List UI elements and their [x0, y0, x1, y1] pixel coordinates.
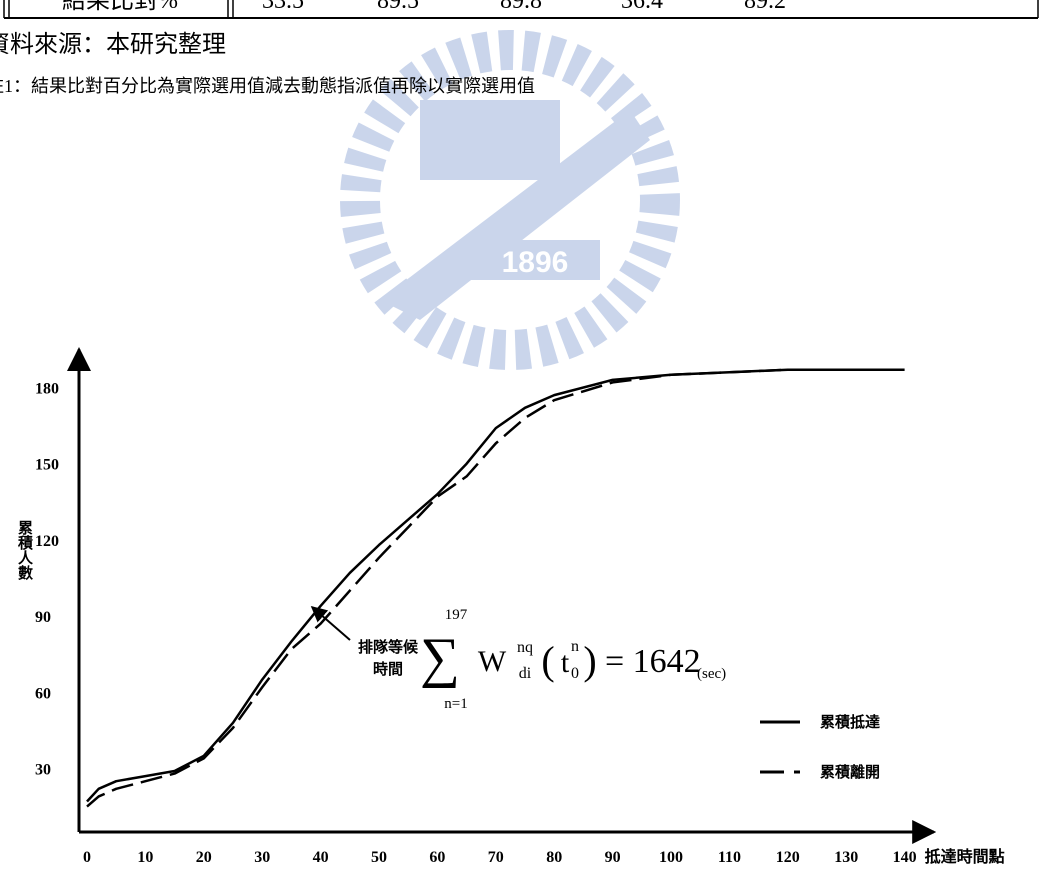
y-axis-label: 累積人數 [16, 520, 34, 581]
legend-label: 累積離開 [820, 763, 880, 781]
y-tick-label: 120 [35, 533, 59, 550]
formula-part: W [478, 645, 507, 678]
formula-part: ( [541, 638, 554, 683]
formula-part: t [561, 646, 570, 679]
table-cell: 89.8 [500, 0, 542, 14]
series-line [87, 370, 905, 802]
x-tick-label: 120 [776, 849, 800, 866]
table-cell: 89.2 [744, 0, 786, 14]
x-tick-label: 20 [196, 849, 212, 866]
y-tick-label: 60 [35, 685, 51, 702]
table-cell: 36.4 [621, 0, 663, 14]
x-tick-label: 70 [488, 849, 504, 866]
x-tick-label: 0 [83, 849, 91, 866]
y-tick-label: 30 [35, 762, 51, 779]
page: 1896 資料來源：本研究整理 註1：結果比對百分比為實際選用值減去動態指派值再… [0, 0, 1039, 870]
formula-part: n [571, 638, 579, 655]
formula-part: (sec) [697, 666, 726, 682]
annotation-arrow [312, 607, 350, 640]
formula-part: = 1642 [605, 643, 701, 680]
x-tick-label: 10 [137, 849, 153, 866]
note-text: 註1：結果比對百分比為實際選用值減去動態指派值再除以實際選用值 [0, 76, 535, 96]
table-cell: 結果比對% [62, 0, 178, 14]
x-tick-label: 90 [605, 849, 621, 866]
watermark-text: 1896 [502, 246, 569, 279]
annotation-text: 時間 [373, 660, 403, 678]
x-tick-label: 100 [659, 849, 683, 866]
table-cell: 33.5 [262, 0, 304, 14]
x-tick-label: 50 [371, 849, 387, 866]
annotation-text: 排隊等候 [358, 638, 419, 656]
y-tick-label: 180 [35, 381, 59, 398]
series-line [87, 370, 905, 807]
x-tick-label: 140 [893, 849, 917, 866]
x-tick-label: 40 [313, 849, 329, 866]
legend-label: 累積抵達 [820, 713, 880, 731]
x-tick-label: 80 [546, 849, 562, 866]
x-tick-label: 130 [834, 849, 858, 866]
formula-part: ∑ [420, 627, 460, 689]
formula-part: ) [583, 638, 596, 683]
formula-part: nq [517, 639, 533, 656]
x-tick-label: 60 [429, 849, 445, 866]
formula-part: di [519, 665, 532, 682]
source-text: 資料來源：本研究整理 [0, 31, 226, 58]
table-cell: 89.5 [377, 0, 419, 14]
formula-part: 0 [571, 665, 579, 682]
formula-part: 197 [445, 607, 468, 623]
x-tick-label: 30 [254, 849, 270, 866]
x-tick-label: 110 [718, 849, 741, 866]
y-tick-label: 150 [35, 457, 59, 474]
formula-part: n=1 [444, 696, 467, 712]
x-axis-label: 抵達時間點 [925, 847, 1005, 866]
y-tick-label: 90 [35, 609, 51, 626]
